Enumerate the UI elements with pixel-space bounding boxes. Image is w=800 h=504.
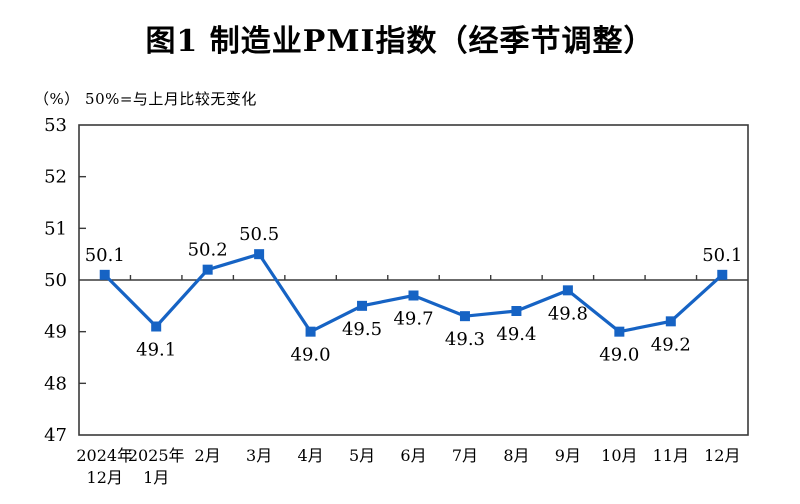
y-axis-label: 48 — [44, 373, 67, 394]
data-label: 49.8 — [548, 303, 588, 324]
y-axis-label: 47 — [44, 425, 67, 446]
y-axis-unit-note: （%） 50%=与上月比较无变化 — [34, 90, 257, 108]
data-point-marker — [254, 249, 265, 260]
y-axis-label: 49 — [44, 322, 67, 343]
x-axis-label: 7月 — [452, 446, 478, 465]
data-label: 49.0 — [291, 345, 331, 366]
data-point-marker — [202, 264, 213, 275]
chart-title: 图1 制造业PMI指数（经季节调整） — [145, 24, 655, 59]
data-label: 49.5 — [342, 319, 382, 340]
data-point-marker — [99, 269, 110, 280]
data-label: 49.1 — [136, 340, 176, 361]
data-label: 50.5 — [239, 224, 279, 245]
x-axis-label: 2024年 12月 — [76, 446, 133, 487]
x-axis-label: 12月 — [704, 446, 740, 465]
data-point-marker — [151, 321, 162, 332]
x-axis-label: 2025年 1月 — [128, 446, 185, 487]
data-label: 49.4 — [496, 324, 536, 345]
x-axis-label: 2月 — [195, 446, 221, 465]
data-point-marker — [408, 290, 419, 301]
data-label: 49.0 — [599, 345, 639, 366]
y-axis-label: 52 — [44, 167, 67, 188]
data-label: 50.1 — [702, 245, 742, 266]
data-point-marker — [562, 285, 573, 296]
data-point-marker — [717, 269, 728, 280]
x-axis-label: 4月 — [297, 446, 323, 465]
x-axis-label: 9月 — [555, 446, 581, 465]
data-point-marker — [459, 311, 470, 322]
x-axis-label: 5月 — [349, 446, 375, 465]
data-label: 49.2 — [651, 334, 691, 355]
x-axis-label: 8月 — [503, 446, 529, 465]
data-label: 49.3 — [445, 329, 485, 350]
data-label: 50.2 — [188, 240, 228, 261]
y-axis-label: 50 — [44, 270, 67, 291]
y-axis-label: 53 — [44, 115, 67, 136]
data-point-marker — [357, 300, 368, 311]
x-axis-label: 6月 — [400, 446, 426, 465]
y-axis-label: 51 — [44, 218, 67, 239]
data-point-marker — [305, 326, 316, 337]
data-point-marker — [511, 306, 522, 316]
data-label: 50.1 — [85, 245, 125, 266]
x-axis-label: 3月 — [246, 446, 272, 465]
data-point-marker — [665, 316, 676, 327]
data-point-marker — [614, 326, 625, 337]
x-axis-label: 10月 — [601, 446, 637, 465]
data-label: 49.7 — [393, 309, 433, 330]
x-axis-label: 11月 — [653, 446, 689, 465]
